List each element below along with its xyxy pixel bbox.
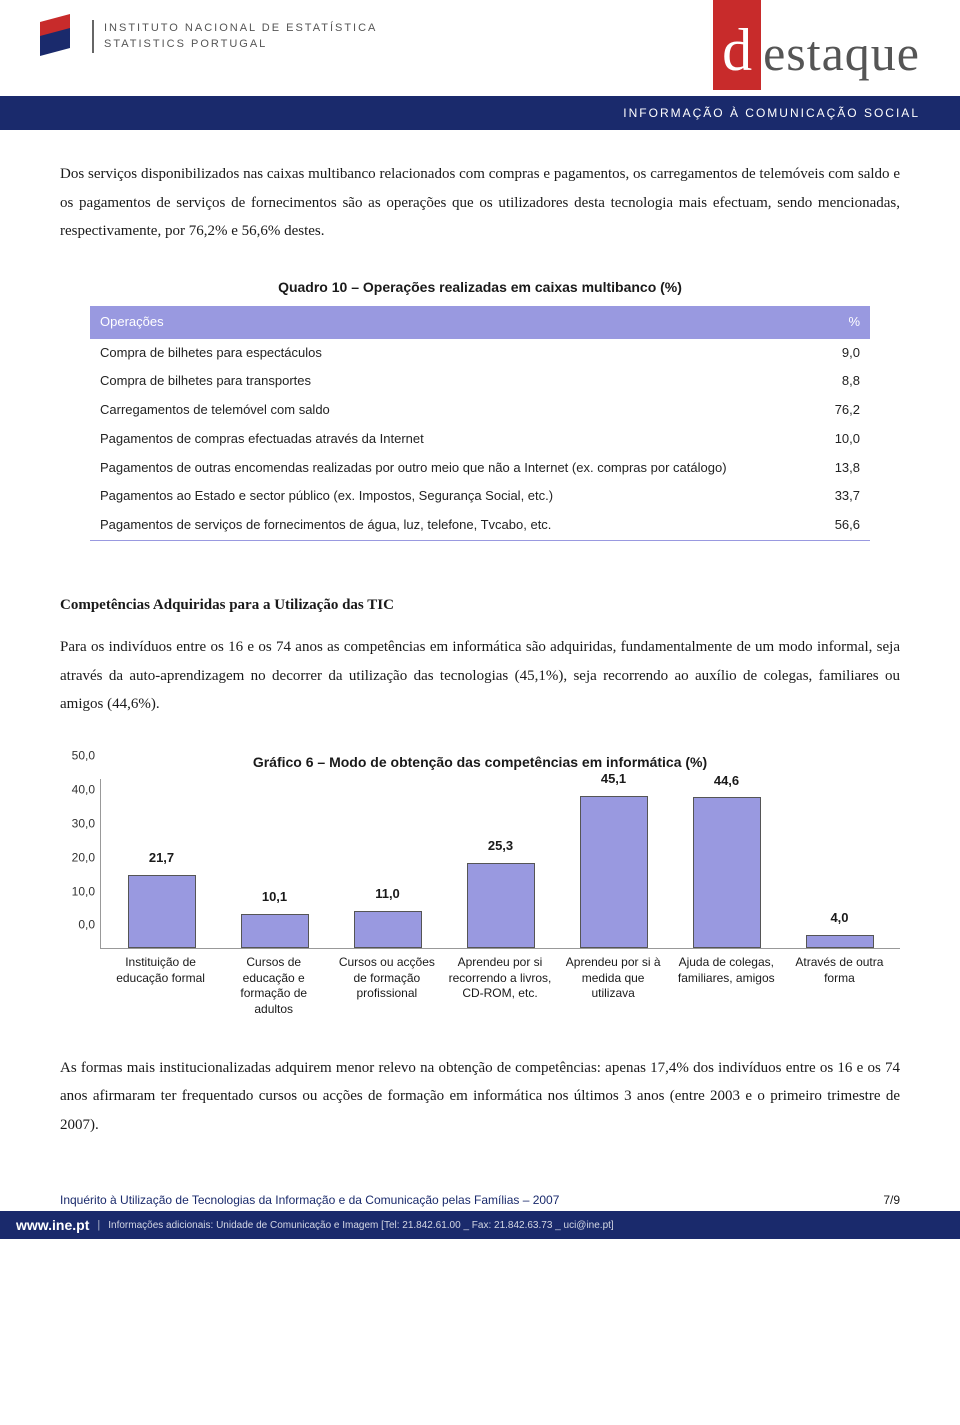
x-label: Ajuda de colegas, familiares, amigos	[670, 949, 783, 1017]
table-row: Carregamentos de telemóvel com saldo76,2	[90, 396, 870, 425]
op-value: 8,8	[810, 367, 870, 396]
bar-value: 44,6	[714, 769, 739, 794]
x-label: Instituição de educação formal	[104, 949, 217, 1017]
chart-bar: 4,0	[783, 779, 896, 948]
op-label: Pagamentos de serviços de fornecimentos …	[90, 511, 810, 540]
y-tick: 10,0	[72, 880, 95, 903]
chart-bar: 21,7	[105, 779, 218, 948]
ine-name-en: STATISTICS PORTUGAL	[104, 36, 377, 53]
chart-bar: 44,6	[670, 779, 783, 948]
chart-bar: 45,1	[557, 779, 670, 948]
destaque-brand: d estaque	[713, 0, 920, 90]
table-header-pct: %	[810, 306, 870, 339]
op-value: 9,0	[810, 339, 870, 368]
table-row: Pagamentos de outras encomendas realizad…	[90, 454, 870, 483]
header-band: INFORMAÇÃO À COMUNICAÇÃO SOCIAL	[0, 96, 960, 130]
table-row: Pagamentos de compras efectuadas através…	[90, 425, 870, 454]
y-tick: 20,0	[72, 846, 95, 869]
competencies-paragraph: Para os indivíduos entre os 16 e os 74 a…	[60, 633, 900, 719]
op-value: 13,8	[810, 454, 870, 483]
op-value: 56,6	[810, 511, 870, 540]
table-row: Compra de bilhetes para espectáculos9,0	[90, 339, 870, 368]
chart-bars: 21,7 10,1 11,0 25,3 45,1 44,6 4,0	[101, 779, 900, 948]
x-label: Através de outra forma	[783, 949, 896, 1017]
ine-logo-text: INSTITUTO NACIONAL DE ESTATÍSTICA STATIS…	[92, 20, 377, 53]
ine-name-pt: INSTITUTO NACIONAL DE ESTATÍSTICA	[104, 20, 377, 37]
op-label: Pagamentos de compras efectuadas através…	[90, 425, 810, 454]
op-label: Pagamentos de outras encomendas realizad…	[90, 454, 810, 483]
bar-value: 11,0	[375, 882, 400, 907]
page-footer-line: Inquérito à Utilização de Tecnologias da…	[0, 1183, 960, 1211]
closing-paragraph: As formas mais institucionalizadas adqui…	[60, 1054, 900, 1140]
chart-x-labels: Instituição de educação formal Cursos de…	[100, 949, 900, 1017]
chart-bar: 11,0	[331, 779, 444, 948]
competencies-chart: 0,0 10,0 20,0 30,0 40,0 50,0 21,7 10,1 1…	[60, 779, 900, 1017]
op-label: Compra de bilhetes para transportes	[90, 367, 810, 396]
chart-plot-area: 0,0 10,0 20,0 30,0 40,0 50,0 21,7 10,1 1…	[100, 779, 900, 949]
op-label: Pagamentos ao Estado e sector público (e…	[90, 482, 810, 511]
bar-value: 10,1	[262, 885, 287, 910]
destaque-word: estaque	[761, 0, 920, 82]
chart-bar: 25,3	[444, 779, 557, 948]
op-value: 76,2	[810, 396, 870, 425]
page-header: INSTITUTO NACIONAL DE ESTATÍSTICA STATIS…	[0, 0, 960, 130]
footer-separator: |	[97, 1219, 100, 1231]
table-row: Pagamentos ao Estado e sector público (e…	[90, 482, 870, 511]
source-line: Inquérito à Utilização de Tecnologias da…	[60, 1193, 559, 1207]
y-tick: 50,0	[72, 745, 95, 768]
footer-site-link[interactable]: www.ine.pt	[16, 1217, 89, 1233]
footer-bar: www.ine.pt | Informações adicionais: Uni…	[0, 1211, 960, 1239]
table-title: Quadro 10 – Operações realizadas em caix…	[60, 274, 900, 301]
table-row: Pagamentos de serviços de fornecimentos …	[90, 511, 870, 540]
bar-value: 21,7	[149, 846, 174, 871]
operations-table: Operações % Compra de bilhetes para espe…	[90, 306, 870, 541]
op-label: Compra de bilhetes para espectáculos	[90, 339, 810, 368]
section-title: Competências Adquiridas para a Utilizaçã…	[60, 591, 900, 620]
chart-bar: 10,1	[218, 779, 331, 948]
y-tick: 30,0	[72, 813, 95, 836]
x-label: Cursos ou acções de formação profissiona…	[330, 949, 443, 1017]
x-label: Aprendeu por si à medida que utilizava	[557, 949, 670, 1017]
ine-logo-icon	[40, 18, 84, 54]
destaque-d-icon: d	[713, 0, 761, 90]
x-label: Aprendeu por si recorrendo a livros, CD-…	[443, 949, 556, 1017]
intro-paragraph: Dos serviços disponibilizados nas caixas…	[60, 160, 900, 246]
footer-contact: Informações adicionais: Unidade de Comun…	[108, 1220, 613, 1231]
y-tick: 0,0	[78, 914, 95, 937]
bar-value: 45,1	[601, 767, 626, 792]
op-value: 10,0	[810, 425, 870, 454]
document-body: Dos serviços disponibilizados nas caixas…	[0, 130, 960, 1183]
op-label: Carregamentos de telemóvel com saldo	[90, 396, 810, 425]
table-header-label: Operações	[90, 306, 810, 339]
bar-value: 25,3	[488, 834, 513, 859]
bar-value: 4,0	[830, 906, 848, 931]
page-number: 7/9	[883, 1193, 900, 1207]
chart-y-axis: 0,0 10,0 20,0 30,0 40,0 50,0	[61, 779, 97, 948]
x-label: Cursos de educação e formação de adultos	[217, 949, 330, 1017]
ine-logo-block: INSTITUTO NACIONAL DE ESTATÍSTICA STATIS…	[40, 18, 377, 54]
y-tick: 40,0	[72, 779, 95, 802]
chart-title: Gráfico 6 – Modo de obtenção das competê…	[60, 749, 900, 776]
op-value: 33,7	[810, 482, 870, 511]
table-row: Compra de bilhetes para transportes8,8	[90, 367, 870, 396]
